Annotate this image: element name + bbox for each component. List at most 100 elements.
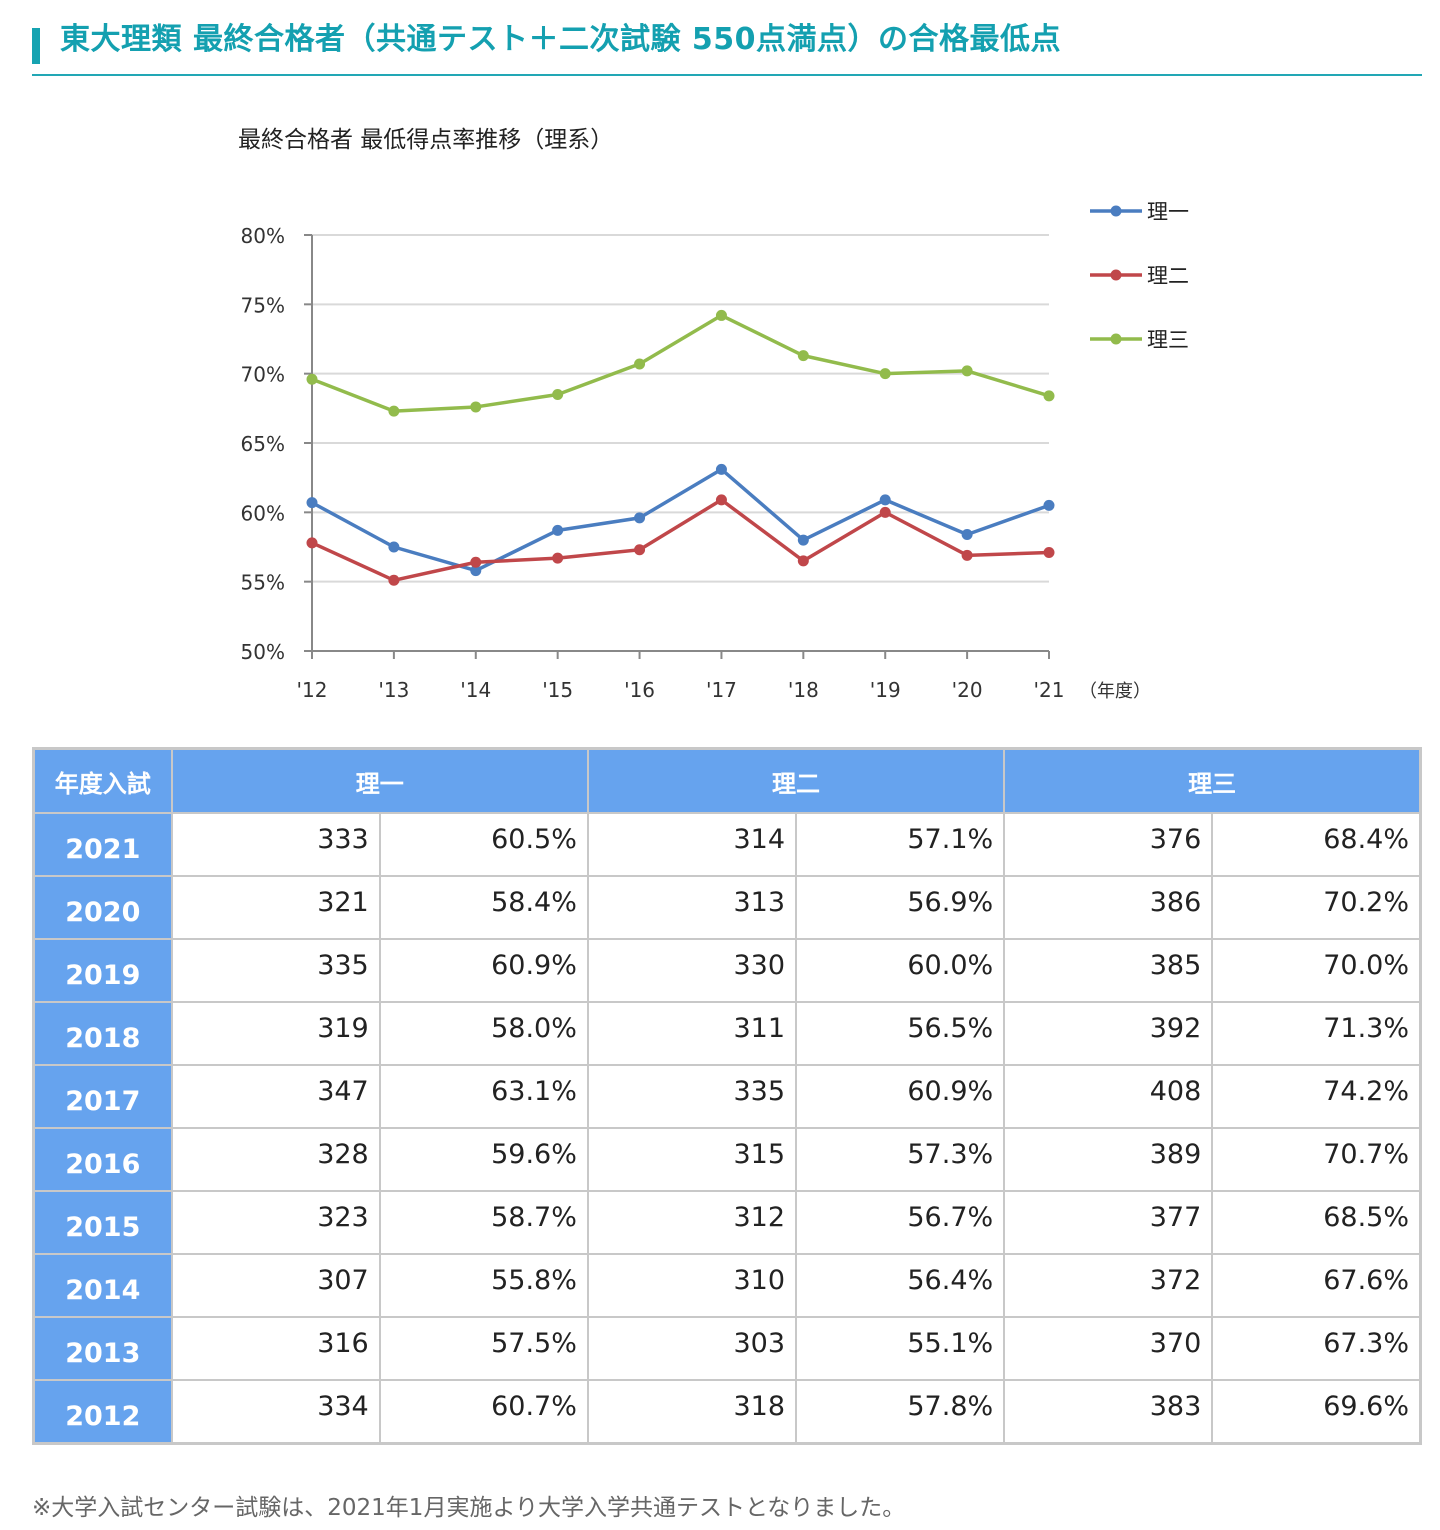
score-cell: 335 xyxy=(586,1064,798,1129)
rate-cell: 58.7% xyxy=(378,1190,589,1255)
legend-marker xyxy=(1110,205,1122,217)
page-header: 東大理類 最終合格者（共通テスト＋二次試験 550点満点）の合格最低点 xyxy=(32,18,1422,76)
rate-cell: 67.6% xyxy=(1211,1253,1422,1318)
y-tick-label: 75% xyxy=(241,293,285,317)
table-row: 2017 347 63.1% 335 60.9% 408 74.2% xyxy=(32,1064,1422,1129)
series-line xyxy=(311,498,1050,583)
table-row: 2013 316 57.5% 303 55.1% 370 67.3% xyxy=(32,1316,1422,1381)
rate-cell: 69.6% xyxy=(1211,1379,1422,1445)
rate-cell: 70.0% xyxy=(1211,938,1422,1003)
legend-label: 理二 xyxy=(1147,264,1189,288)
x-tick-label: '19 xyxy=(870,678,901,702)
rate-cell: 59.6% xyxy=(378,1127,589,1192)
table-row: 2015 323 58.7% 312 56.7% 377 68.5% xyxy=(32,1190,1422,1255)
data-point xyxy=(388,541,400,553)
rate-cell: 56.9% xyxy=(795,875,1006,940)
year-cell: 2018 xyxy=(32,1001,173,1066)
rate-cell: 55.1% xyxy=(795,1316,1006,1381)
data-point xyxy=(797,350,809,362)
score-cell: 386 xyxy=(1003,875,1214,940)
data-point xyxy=(715,309,727,321)
score-cell: 335 xyxy=(170,938,381,1003)
rate-cell: 55.8% xyxy=(378,1253,589,1318)
data-point xyxy=(879,494,891,506)
data-point xyxy=(961,529,973,541)
legend-label: 理一 xyxy=(1147,200,1189,224)
rate-cell: 56.4% xyxy=(795,1253,1006,1318)
data-point xyxy=(552,552,564,564)
score-cell: 318 xyxy=(586,1379,798,1445)
data-point xyxy=(388,405,400,417)
y-tick-label: 70% xyxy=(241,363,285,387)
table-row: 2014 307 55.8% 310 56.4% 372 67.6% xyxy=(32,1253,1422,1318)
legend-marker xyxy=(1110,333,1122,345)
series-line xyxy=(311,467,1050,573)
table-row: 2016 328 59.6% 315 57.3% 389 70.7% xyxy=(32,1127,1422,1192)
data-point xyxy=(470,556,482,568)
score-cell: 376 xyxy=(1003,812,1214,877)
x-tick-label: '18 xyxy=(788,678,819,702)
y-tick-label: 50% xyxy=(241,640,285,664)
x-tick-label: '15 xyxy=(542,678,573,702)
data-point xyxy=(470,565,482,577)
score-cell: 392 xyxy=(1003,1001,1214,1066)
y-tick-label: 65% xyxy=(241,432,285,456)
score-cell: 319 xyxy=(170,1001,381,1066)
year-cell: 2016 xyxy=(32,1127,173,1192)
score-cell: 313 xyxy=(586,875,798,940)
rate-cell: 57.1% xyxy=(795,812,1006,877)
year-cell: 2019 xyxy=(32,938,173,1003)
table-row: 2012 334 60.7% 318 57.8% 383 69.6% xyxy=(32,1379,1422,1445)
page-title: 東大理類 最終合格者（共通テスト＋二次試験 550点満点）の合格最低点 xyxy=(60,22,1062,57)
x-tick-label: '16 xyxy=(624,678,655,702)
year-cell: 2013 xyxy=(32,1316,173,1381)
data-point xyxy=(961,365,973,377)
series-line xyxy=(311,313,1050,413)
year-cell: 2014 xyxy=(32,1253,173,1318)
data-point xyxy=(715,494,727,506)
score-cell: 310 xyxy=(586,1253,798,1318)
x-tick-label: '14 xyxy=(460,678,491,702)
score-cell: 370 xyxy=(1003,1316,1214,1381)
chart-title: 最終合格者 最低得点率推移（理系） xyxy=(238,127,614,153)
rate-cell: 57.8% xyxy=(795,1379,1006,1445)
rate-cell: 56.7% xyxy=(795,1190,1006,1255)
table-row: 2019 335 60.9% 330 60.0% 385 70.0% xyxy=(32,938,1422,1003)
header-ri1: 理一 xyxy=(170,747,589,814)
data-point xyxy=(879,368,891,380)
score-cell: 328 xyxy=(170,1127,381,1192)
header-accent-bar xyxy=(32,28,40,64)
x-tick-label: '20 xyxy=(952,678,983,702)
rate-cell: 70.2% xyxy=(1211,875,1422,940)
rate-cell: 60.7% xyxy=(378,1379,589,1445)
y-tick-label: 60% xyxy=(241,501,285,525)
score-cell: 323 xyxy=(170,1190,381,1255)
data-point xyxy=(1043,390,1055,402)
x-tick-label: '21 xyxy=(1034,678,1065,702)
data-point xyxy=(306,373,318,385)
data-point xyxy=(879,506,891,518)
rate-cell: 60.9% xyxy=(378,938,589,1003)
data-point xyxy=(634,512,646,524)
y-tick-label: 80% xyxy=(241,224,285,248)
legend-marker xyxy=(1110,269,1122,281)
score-cell: 315 xyxy=(586,1127,798,1192)
header-ri2: 理二 xyxy=(586,747,1006,814)
rate-cell: 57.3% xyxy=(795,1127,1006,1192)
x-tick-label: '17 xyxy=(706,678,737,702)
legend-label: 理三 xyxy=(1147,328,1189,352)
data-point xyxy=(306,537,318,549)
data-point xyxy=(470,401,482,413)
year-cell: 2020 xyxy=(32,875,173,940)
data-point xyxy=(388,574,400,586)
score-cell: 314 xyxy=(586,812,798,877)
year-cell: 2021 xyxy=(32,812,173,877)
rate-cell: 70.7% xyxy=(1211,1127,1422,1192)
table-row: 2021 333 60.5% 314 57.1% 376 68.4% xyxy=(32,812,1422,877)
year-cell: 2012 xyxy=(32,1379,173,1445)
rate-cell: 71.3% xyxy=(1211,1001,1422,1066)
data-point xyxy=(552,524,564,536)
data-point xyxy=(552,388,564,400)
score-cell: 307 xyxy=(170,1253,381,1318)
score-cell: 377 xyxy=(1003,1190,1214,1255)
